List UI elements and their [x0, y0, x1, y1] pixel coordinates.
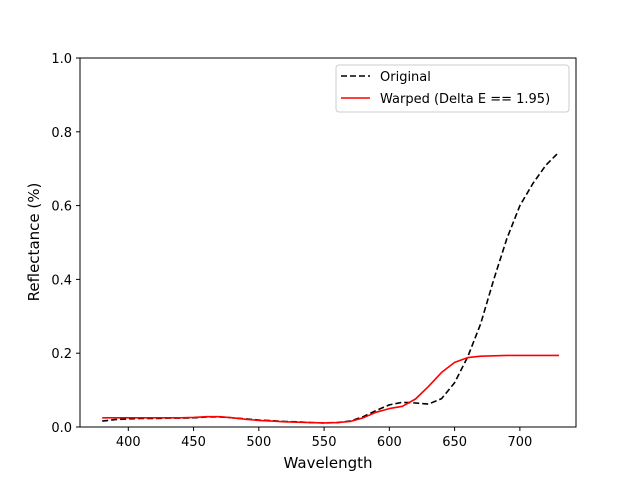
axes-frame: [79, 57, 577, 428]
y-tick-label: 0.0: [51, 421, 72, 436]
legend-box: [335, 64, 570, 113]
y-tick-label: 0.6: [51, 200, 72, 215]
legend: Original Warped (Delta E == 1.95): [335, 64, 570, 113]
y-tick-label: 0.8: [51, 126, 72, 141]
x-tick-label: 400: [116, 435, 141, 450]
y-axis-label: Reflectance (%): [25, 183, 43, 302]
series-line-2: [102, 354, 559, 424]
x-tick-label: 600: [377, 435, 402, 450]
x-tick-label: 650: [442, 435, 467, 450]
y-tick-label: 0.2: [51, 347, 72, 362]
plot-area: [102, 151, 560, 424]
legend-label-1: Original: [380, 70, 431, 85]
axes: 400 450 500 550 600 650 700 0.0 0.2 0.4 0.6 0.8 1.0: [51, 52, 577, 450]
x-tick-label: 500: [246, 435, 271, 450]
y-tick-label: 1.0: [51, 52, 72, 67]
x-tick-label: 700: [507, 435, 532, 450]
legend-label-2: Warped (Delta E == 1.95): [380, 92, 550, 107]
y-tick-label: 0.4: [51, 273, 72, 288]
x-tick-label: 450: [181, 435, 206, 450]
x-tick-label: 550: [312, 435, 337, 450]
x-axis-label: Wavelength: [284, 454, 373, 472]
